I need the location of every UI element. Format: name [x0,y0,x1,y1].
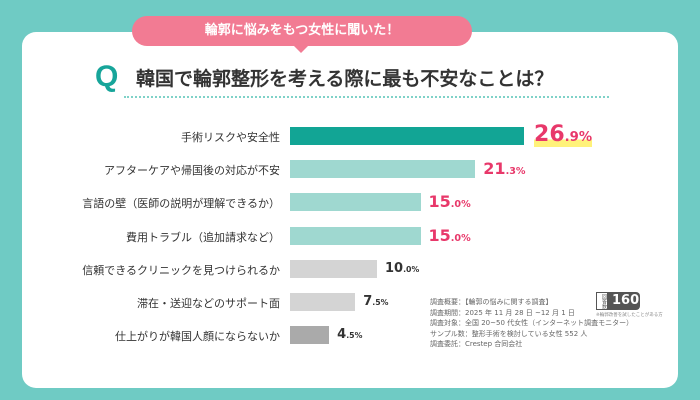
category-label: アフターケアや帰国後の対応が不安 [104,164,280,178]
bar [290,326,330,345]
value-dec: .0% [403,264,420,274]
respondents-badge: 回答数 160 [596,292,640,310]
value-label: 7.5% [363,294,388,309]
bar [290,293,356,311]
value-label: 21.3% [483,159,525,178]
bar [290,193,421,212]
bar [290,160,476,179]
value-dec: .9% [564,130,593,146]
value-dec: .5% [372,297,389,307]
value-dec: .3% [505,166,526,178]
badge-note: ※輪郭改善を試したことがある方 [596,313,663,318]
value-int: 26 [534,122,565,148]
category-label: 信頼できるクリニックを見つけられるか [82,263,280,277]
survey-line: 調査期間：2025 年 11 月 28 日 ~12 月 1 日 [430,308,575,317]
badge-label: 回答数 [596,292,608,310]
badge-value: 160 [612,293,640,308]
value-label: 26.9% [534,122,593,148]
survey-line: 調査概要：【輪郭の悩みに関する調査】 [430,298,553,306]
value-int: 15 [428,192,451,212]
category-label: 手術リスクや安全性 [181,131,280,144]
value-int: 15 [428,225,451,245]
survey-line: サンプル数：整形手術を検討している女性 552 人 [430,329,588,338]
bar [290,127,525,145]
value-int: 10 [385,260,404,276]
header-bubble: 輪郭に悩みをもつ女性に聞いた！ [132,16,472,53]
value-label: 15.0% [429,192,471,211]
dotted-divider [124,96,609,98]
chart-title: 韓国で輪郭整形を考える際に最も不安なことは？ [136,68,554,90]
value-dec: .0% [450,199,471,211]
survey-line: 調査対象：全国 20~50 代女性（インターネット調査モニター） [430,319,634,327]
value-int: 21 [483,159,506,179]
category-label: 仕上がりが韓国人顔にならないか [115,330,280,344]
bar [290,259,377,278]
value-label: 10.0% [385,261,419,276]
survey-notes: 調査概要：【輪郭の悩みに関する調査】 調査期間：2025 年 11 月 28 日… [430,297,633,350]
bar [290,226,421,245]
q-mark: Q [95,60,119,93]
category-label: 言語の壁（医師の説明が理解できるか） [82,197,280,211]
value-label: 15.0% [429,226,471,245]
value-int: 7 [363,293,373,309]
value-label: 4.5% [337,327,362,342]
category-label: 滞在・送迎などのサポート面 [137,297,280,310]
value-dec: .5% [346,331,363,341]
value-int: 4 [337,327,347,343]
category-label: 費用トラブル（追加請求など） [126,230,280,244]
value-dec: .0% [450,232,471,244]
survey-line: 調査委託：Crestep 合同会社 [430,340,523,348]
